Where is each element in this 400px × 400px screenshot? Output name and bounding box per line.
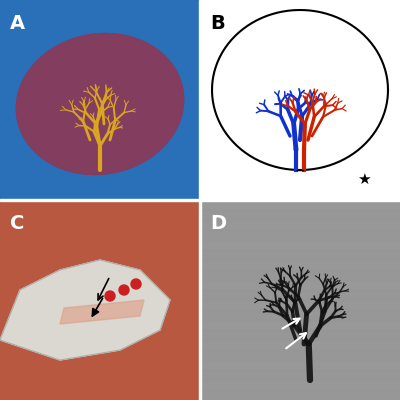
Bar: [200, 300, 400, 310]
Circle shape: [105, 291, 115, 301]
Bar: [200, 260, 400, 270]
Bar: [200, 290, 400, 300]
Text: ★: ★: [357, 172, 371, 187]
Polygon shape: [60, 300, 144, 324]
Text: D: D: [210, 214, 226, 233]
Bar: [200, 310, 400, 320]
Polygon shape: [16, 34, 184, 174]
Polygon shape: [16, 34, 184, 174]
Bar: [200, 270, 400, 280]
Bar: [200, 370, 400, 380]
Bar: [200, 250, 400, 260]
Circle shape: [131, 279, 141, 289]
Bar: [200, 340, 400, 350]
Text: B: B: [210, 14, 225, 33]
Bar: [200, 390, 400, 400]
Polygon shape: [60, 300, 144, 324]
Bar: [200, 210, 400, 220]
Bar: [200, 230, 400, 240]
Text: C: C: [10, 214, 24, 233]
Bar: [200, 350, 400, 360]
Circle shape: [119, 285, 129, 295]
Bar: [200, 240, 400, 250]
Bar: [200, 200, 400, 210]
Bar: [200, 220, 400, 230]
Polygon shape: [0, 200, 200, 400]
Bar: [200, 360, 400, 370]
Bar: [200, 330, 400, 340]
Polygon shape: [0, 260, 170, 360]
Bar: [200, 380, 400, 390]
Bar: [200, 280, 400, 290]
Text: A: A: [10, 14, 25, 33]
Bar: [200, 320, 400, 330]
